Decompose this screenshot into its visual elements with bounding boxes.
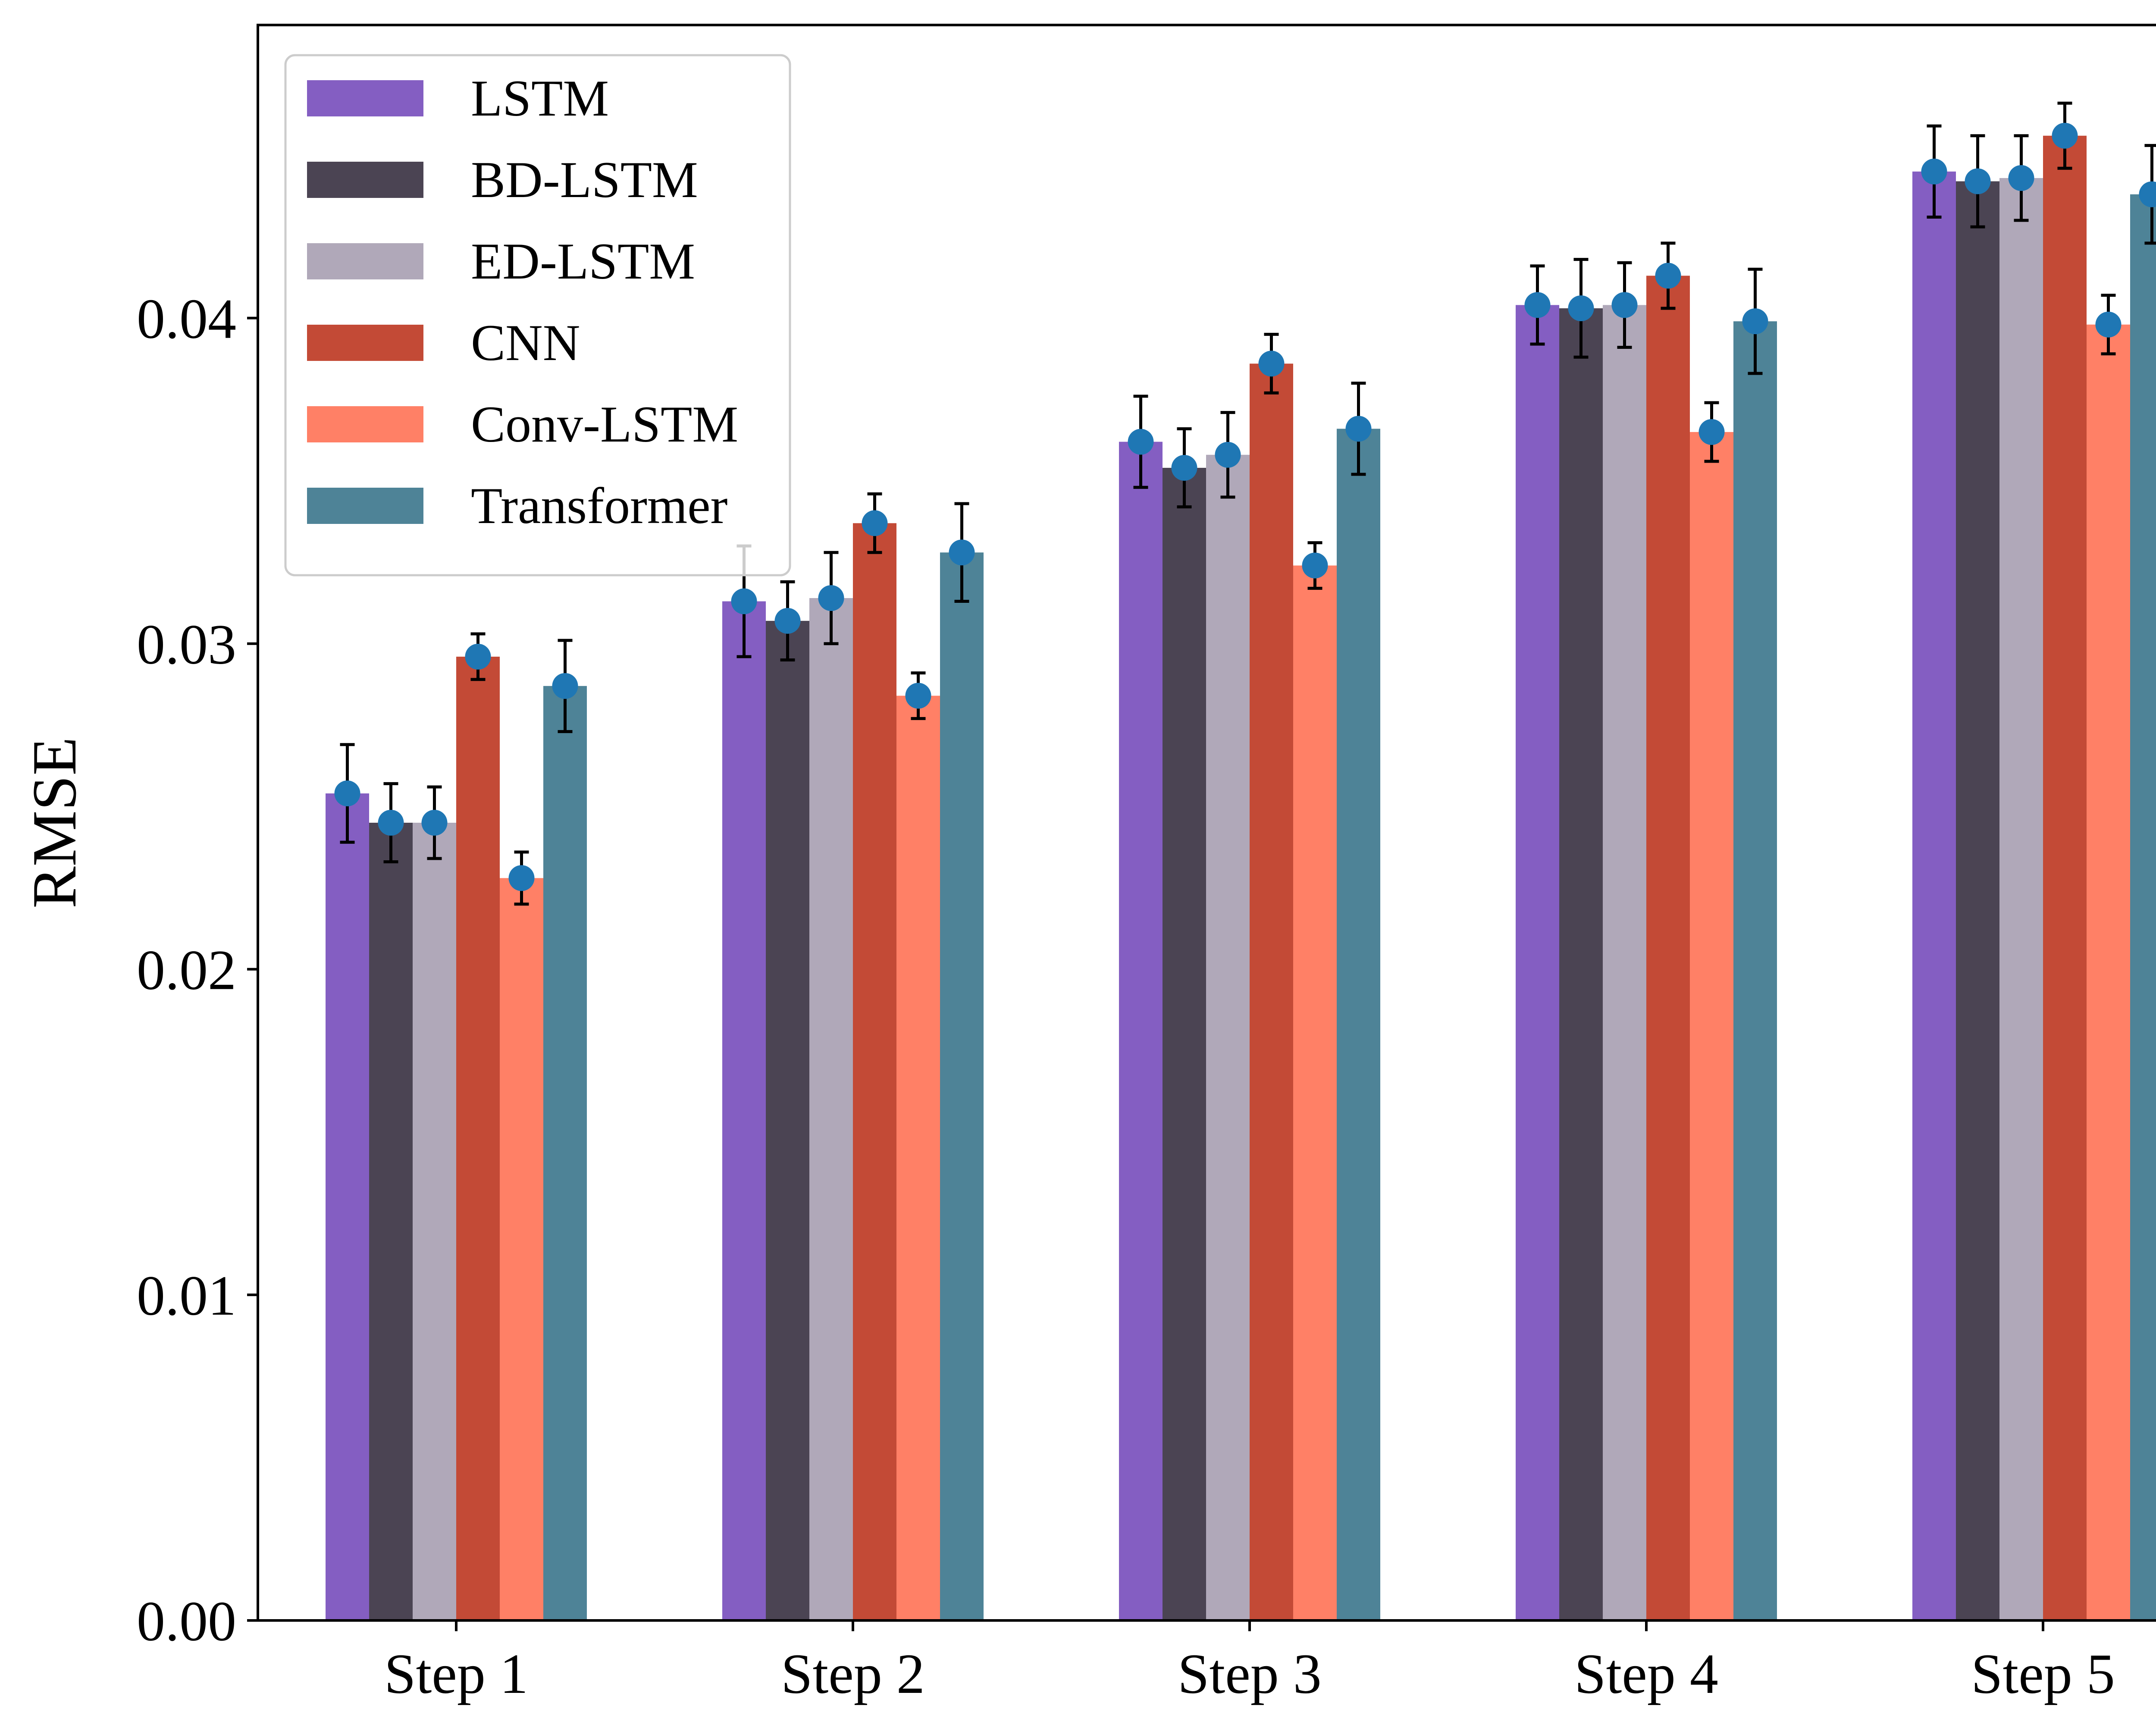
point-conv-lstm-2 (905, 683, 931, 709)
legend-swatch (307, 162, 423, 198)
point-ed-lstm-3 (1215, 442, 1241, 468)
bar-cnn-3 (1250, 363, 1293, 1620)
bar-ed-lstm-1 (413, 823, 456, 1620)
point-bd-lstm-5 (1965, 168, 1991, 194)
bar-lstm-1 (326, 793, 369, 1620)
legend-label: LSTM (471, 69, 609, 127)
bar-bd-lstm-1 (369, 823, 413, 1620)
point-conv-lstm-3 (1302, 552, 1328, 579)
legend: LSTM BD-LSTM ED-LSTM CNN Conv-LSTM Transforme… (284, 54, 791, 577)
point-cnn-2 (862, 510, 888, 536)
bar-lstm-2 (722, 601, 766, 1620)
bar-conv-lstm-4 (1690, 432, 1733, 1621)
bar-cnn-5 (2043, 135, 2087, 1621)
y-tick-label: 0.03 (137, 613, 236, 676)
bar-cnn-4 (1646, 276, 1690, 1620)
x-tick-label: Step 5 (1971, 1642, 2115, 1705)
bar-bd-lstm-5 (1956, 181, 1999, 1620)
bar-ed-lstm-3 (1206, 454, 1250, 1620)
point-bd-lstm-2 (774, 608, 801, 634)
x-tick-label: Step 4 (1574, 1642, 1718, 1705)
bar-transformer-4 (1733, 321, 1777, 1621)
point-conv-lstm-4 (1698, 419, 1725, 445)
point-cnn-3 (1258, 351, 1285, 377)
y-axis-title: RMSE (19, 737, 89, 909)
legend-swatch (307, 488, 423, 524)
legend-label: CNN (471, 314, 580, 371)
point-ed-lstm-1 (421, 810, 448, 836)
bar-conv-lstm-3 (1293, 565, 1337, 1621)
x-tick-label: Step 3 (1178, 1642, 1322, 1705)
x-tick-label: Step 2 (781, 1642, 925, 1705)
point-cnn-1 (465, 643, 491, 670)
legend-swatch (307, 406, 423, 442)
legend-swatch (307, 325, 423, 361)
point-transformer-3 (1345, 416, 1372, 442)
point-conv-lstm-1 (508, 865, 535, 891)
y-axis: 0.00 0.01 0.02 0.03 0.04 (137, 287, 258, 1653)
point-conv-lstm-5 (2095, 311, 2122, 338)
legend-item-bd-lstm: BD-LSTM (307, 151, 698, 208)
y-tick-label: 0.02 (137, 938, 236, 1002)
point-transformer-1 (552, 673, 578, 699)
markers-layer (334, 122, 2156, 891)
point-cnn-5 (2052, 122, 2078, 149)
legend-item-lstm: LSTM (307, 69, 609, 127)
bar-transformer-3 (1337, 429, 1380, 1620)
point-cnn-4 (1655, 263, 1681, 289)
point-lstm-4 (1524, 292, 1551, 318)
bar-bd-lstm-2 (766, 620, 809, 1620)
bars-layer (326, 135, 2156, 1621)
legend-item-transformer: Transformer (307, 477, 728, 534)
y-tick-label: 0.00 (137, 1589, 236, 1653)
point-transformer-5 (2139, 181, 2156, 207)
bar-cnn-2 (853, 523, 896, 1620)
bar-bd-lstm-4 (1559, 308, 1603, 1621)
bar-lstm-5 (1912, 171, 1956, 1621)
legend-label: Conv-LSTM (471, 395, 738, 453)
legend-swatch (307, 243, 423, 279)
y-tick-label: 0.04 (137, 287, 236, 351)
bar-ed-lstm-4 (1603, 305, 1646, 1621)
point-bd-lstm-4 (1568, 295, 1594, 321)
x-tick-label: Step 1 (384, 1642, 528, 1705)
point-lstm-1 (334, 780, 360, 807)
bar-conv-lstm-2 (896, 696, 940, 1620)
y-tick-label: 0.01 (137, 1264, 236, 1327)
bar-cnn-1 (456, 656, 500, 1620)
bar-lstm-4 (1516, 305, 1559, 1621)
bar-ed-lstm-2 (809, 598, 853, 1621)
point-lstm-2 (731, 588, 757, 614)
bar-conv-lstm-5 (2087, 324, 2130, 1620)
point-ed-lstm-4 (1611, 292, 1638, 318)
bar-conv-lstm-1 (500, 878, 543, 1620)
bar-transformer-5 (2130, 194, 2156, 1620)
bar-transformer-1 (543, 686, 587, 1620)
point-transformer-4 (1742, 308, 1768, 335)
point-lstm-5 (1921, 158, 1947, 185)
bar-lstm-3 (1119, 442, 1163, 1620)
bar-bd-lstm-3 (1163, 467, 1206, 1620)
bar-transformer-2 (940, 552, 984, 1621)
point-ed-lstm-2 (818, 585, 844, 611)
point-ed-lstm-5 (2008, 165, 2034, 191)
point-transformer-2 (949, 539, 975, 566)
point-lstm-3 (1128, 429, 1154, 455)
x-axis: Step 1 Step 2 Step 3 Step 4 Step 5 (384, 1620, 2115, 1705)
point-bd-lstm-1 (378, 810, 404, 836)
legend-item-ed-lstm: ED-LSTM (307, 232, 695, 290)
legend-label: ED-LSTM (471, 232, 695, 290)
legend-label: Transformer (471, 477, 728, 534)
legend-item-conv-lstm: Conv-LSTM (307, 395, 738, 453)
legend-swatch (307, 80, 423, 116)
legend-label: BD-LSTM (471, 151, 698, 208)
legend-item-cnn: CNN (307, 314, 580, 371)
point-bd-lstm-3 (1171, 454, 1197, 481)
bar-ed-lstm-5 (1999, 178, 2043, 1620)
